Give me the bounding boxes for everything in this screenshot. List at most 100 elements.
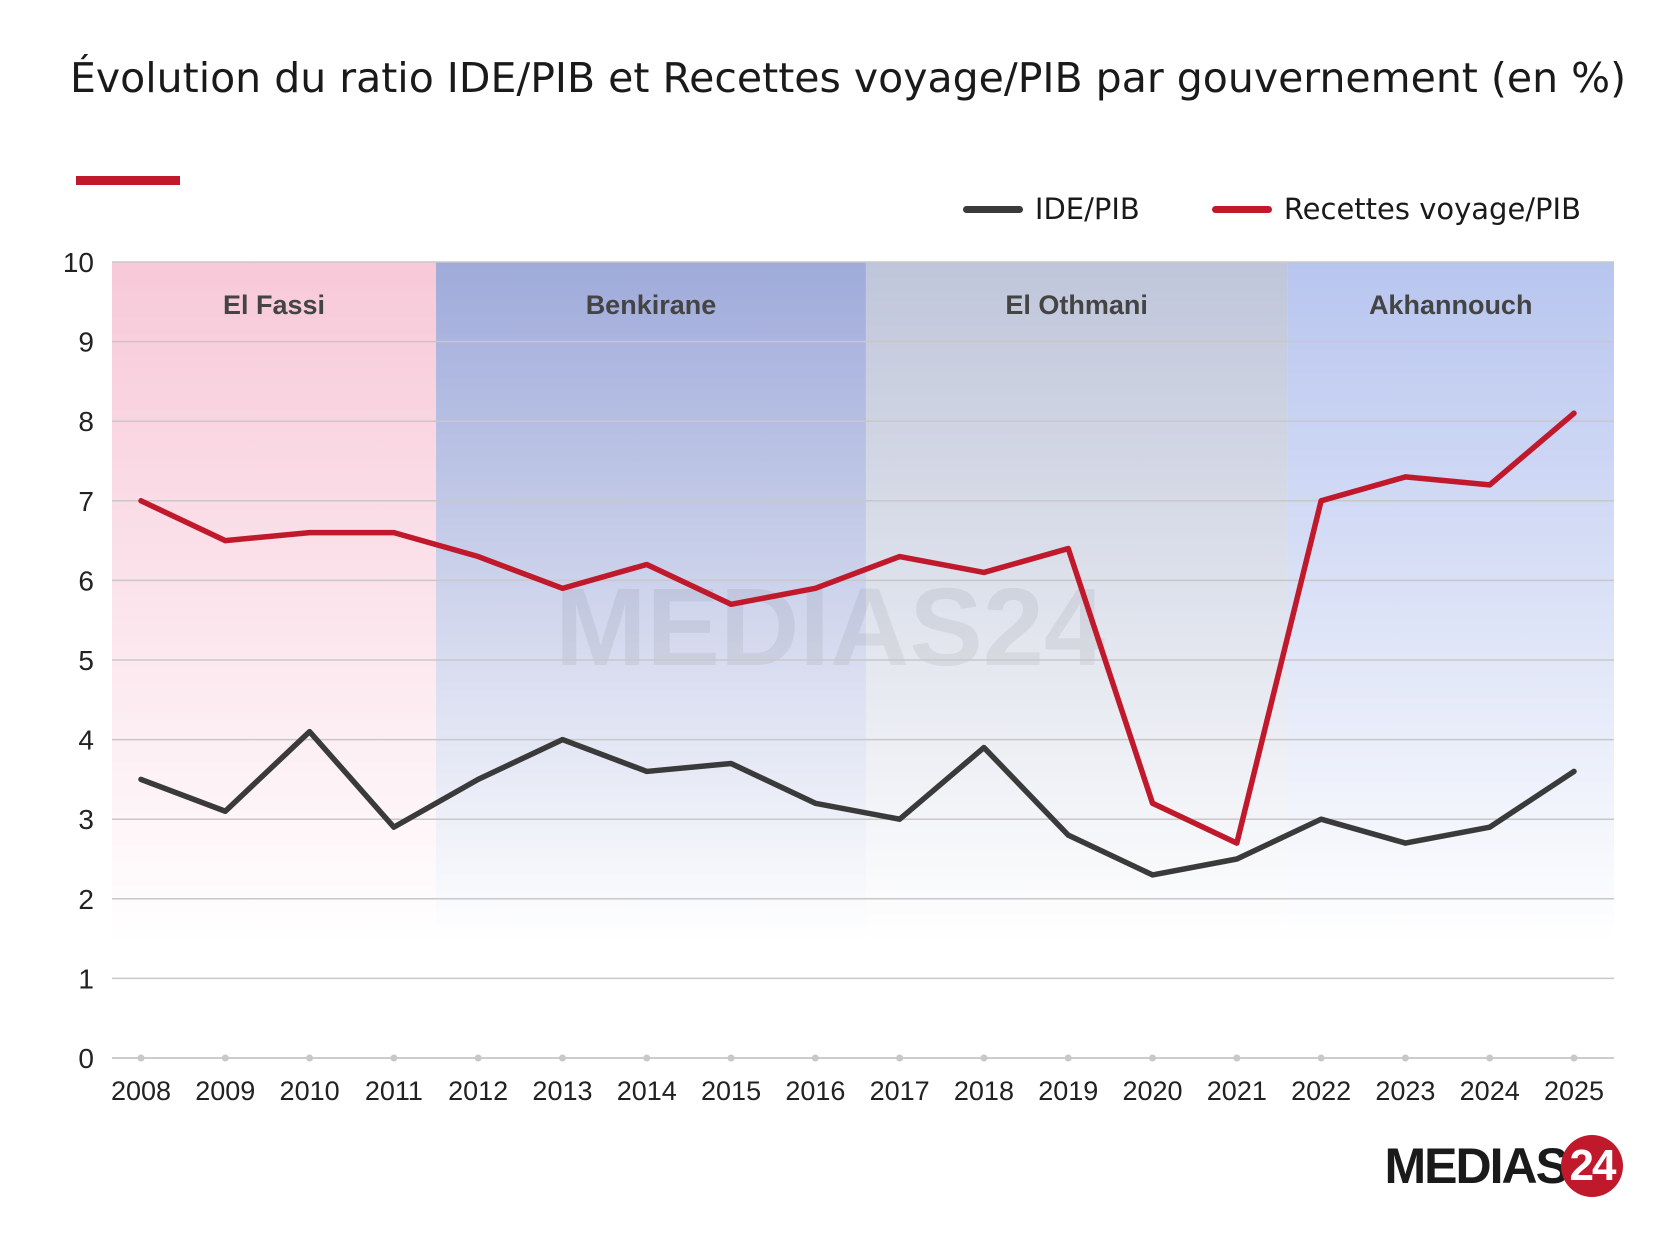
data-point [1318, 816, 1324, 822]
logo-text: MEDIAS [1384, 1138, 1569, 1194]
data-point [475, 776, 481, 782]
legend-label-ide: IDE/PIB [1034, 192, 1140, 226]
x-tick-dot [811, 1054, 819, 1062]
x-tick-label: 2009 [195, 1076, 255, 1106]
x-tick-label: 2010 [280, 1076, 340, 1106]
y-tick-label: 5 [78, 645, 94, 676]
data-point [1571, 768, 1577, 774]
period-label: El Othmani [1005, 290, 1148, 320]
x-tick-dot [1486, 1054, 1494, 1062]
x-tick-dot [1233, 1054, 1241, 1062]
watermark: MEDIAS24 [555, 566, 1105, 689]
data-point [897, 816, 903, 822]
y-tick-label: 1 [78, 963, 94, 994]
data-point [1402, 840, 1408, 846]
x-tick-label: 2025 [1544, 1076, 1604, 1106]
x-tick-dot [221, 1054, 229, 1062]
y-tick-label: 8 [78, 406, 94, 437]
legend: IDE/PIB Recettes voyage/PIB [962, 192, 1581, 226]
data-point [1402, 474, 1408, 480]
legend-item-ide: IDE/PIB [962, 192, 1140, 226]
x-tick-dot [1149, 1054, 1157, 1062]
y-tick-label: 9 [78, 327, 94, 358]
data-point [1065, 546, 1071, 552]
x-tick-dot [306, 1054, 314, 1062]
y-tick-label: 10 [63, 247, 94, 278]
legend-label-recettes: Recettes voyage/PIB [1283, 192, 1581, 226]
x-tick-dot [643, 1054, 651, 1062]
title-underline [76, 176, 180, 185]
x-tick-label: 2024 [1460, 1076, 1520, 1106]
x-tick-label: 2011 [365, 1076, 423, 1106]
data-point [138, 498, 144, 504]
y-tick-label: 2 [78, 884, 94, 915]
period-label: Akhannouch [1369, 290, 1533, 320]
data-point [728, 760, 734, 766]
x-tick-dot [896, 1054, 904, 1062]
y-tick-label: 7 [78, 486, 94, 517]
series-line-ide [138, 728, 1577, 878]
y-tick-label: 6 [78, 565, 94, 596]
legend-swatch-recettes [1211, 205, 1272, 213]
data-point [981, 569, 987, 575]
x-tick-label: 2008 [111, 1076, 171, 1106]
data-point [728, 601, 734, 607]
data-point [1234, 856, 1240, 862]
period-label: El Fassi [223, 290, 325, 320]
data-point [1234, 840, 1240, 846]
period-label: Benkirane [586, 290, 717, 320]
data-point [897, 554, 903, 560]
x-tick-dot [727, 1054, 735, 1062]
data-point [644, 768, 650, 774]
x-tick-label: 2015 [701, 1076, 761, 1106]
period-band [436, 262, 866, 942]
data-point [1065, 832, 1071, 838]
x-tick-dot [980, 1054, 988, 1062]
x-tick-dot [474, 1054, 482, 1062]
x-tick-dot [390, 1054, 398, 1062]
data-point [981, 745, 987, 751]
x-tick-label: 2016 [785, 1076, 845, 1106]
data-point [307, 530, 313, 536]
x-tick-label: 2017 [870, 1076, 930, 1106]
data-point [812, 800, 818, 806]
data-point [138, 776, 144, 782]
period-band [112, 262, 437, 942]
chart-title: Évolution du ratio IDE/PIB et Recettes v… [70, 54, 1627, 102]
x-tick-label: 2023 [1375, 1076, 1435, 1106]
x-tick-dot [558, 1054, 566, 1062]
x-tick-label: 2021 [1207, 1076, 1267, 1106]
data-point [222, 538, 228, 544]
x-tick-dot [1064, 1054, 1072, 1062]
data-point [559, 737, 565, 743]
data-point [391, 530, 397, 536]
y-tick-label: 3 [78, 804, 94, 835]
data-point [559, 585, 565, 591]
x-tick-label: 2020 [1122, 1076, 1182, 1106]
x-tick-dot [1570, 1054, 1578, 1062]
x-tick-label: 2022 [1291, 1076, 1351, 1106]
medias24-logo: MEDIAS 24 [1385, 1135, 1623, 1197]
series-line-recettes [138, 410, 1577, 846]
data-point [475, 554, 481, 560]
x-tick-label: 2013 [532, 1076, 592, 1106]
data-point [812, 585, 818, 591]
data-point [1487, 824, 1493, 830]
data-point [1318, 498, 1324, 504]
period-band [865, 262, 1288, 942]
x-tick-label: 2014 [617, 1076, 677, 1106]
data-point [1150, 800, 1156, 806]
x-tick-dot [1317, 1054, 1325, 1062]
y-tick-label: 0 [78, 1043, 94, 1074]
data-point [222, 808, 228, 814]
data-point [644, 561, 650, 567]
y-tick-label: 4 [78, 725, 94, 756]
data-point [1150, 872, 1156, 878]
legend-item-recettes: Recettes voyage/PIB [1211, 192, 1581, 226]
data-point [307, 729, 313, 735]
period-band [1287, 262, 1614, 942]
x-tick-dot [137, 1054, 145, 1062]
data-point [391, 824, 397, 830]
logo-number: 24 [1561, 1135, 1623, 1197]
